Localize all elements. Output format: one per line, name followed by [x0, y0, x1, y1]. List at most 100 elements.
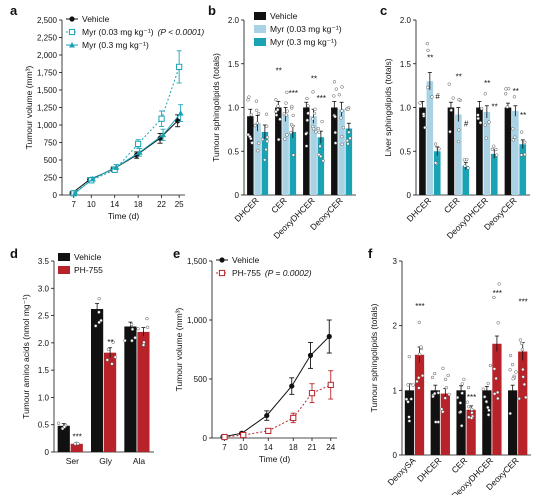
bar [310, 116, 317, 195]
data-point [160, 131, 167, 138]
data-point [518, 338, 523, 342]
legend-label: Myr (0.3 mg kg⁻¹) [82, 40, 149, 50]
significance-label: *** [467, 393, 476, 402]
category-label: CER [269, 195, 289, 215]
data-point [451, 96, 455, 100]
y-tick-label: 0 [393, 451, 398, 460]
data-point [523, 152, 527, 157]
data-point [465, 157, 469, 162]
x-tick-label: 14 [110, 200, 119, 209]
data-point [514, 370, 518, 374]
legend-swatch [254, 12, 266, 20]
bar [456, 390, 466, 455]
data-point [511, 127, 515, 131]
panel-label: e [173, 246, 180, 261]
bar [426, 81, 434, 195]
significance-label: # [464, 120, 469, 129]
bar [303, 107, 310, 195]
data-point [319, 154, 323, 159]
data-point [511, 138, 516, 142]
legend-label: Vehicle [74, 252, 102, 262]
data-point [460, 391, 464, 395]
data-point [409, 397, 413, 401]
data-point [484, 400, 489, 404]
bar [419, 107, 426, 195]
data-point [520, 341, 524, 346]
data-point [430, 95, 434, 99]
data-point [158, 115, 165, 122]
significance-label: ** [311, 74, 317, 83]
legend-swatch [58, 266, 70, 274]
data-point [470, 407, 474, 412]
panel-label: c [380, 3, 387, 18]
x-tick-label: 22 [157, 200, 166, 209]
bar [282, 114, 289, 195]
bar [124, 326, 137, 452]
y-tick-label: 1.5 [228, 60, 240, 69]
data-point [332, 94, 336, 98]
bar [137, 331, 150, 452]
data-point [340, 109, 344, 113]
y-axis-label: Tumour volume (mm³) [24, 65, 34, 149]
bar [512, 111, 519, 195]
data-point [419, 345, 423, 349]
data-point [506, 87, 511, 91]
data-point [276, 108, 280, 112]
y-tick-label: 2 [393, 322, 398, 331]
data-point [443, 377, 448, 382]
data-point [250, 141, 254, 145]
data-point [113, 355, 117, 359]
data-point [265, 427, 272, 435]
bar [455, 114, 462, 195]
legend-label: PH-755 [74, 265, 103, 275]
panel-b: b 0 0.5 1.0 1.5 2.0 Tumour sphingolipids (tota… [208, 3, 356, 241]
data-point [494, 376, 498, 381]
y-tick-label: 500 [44, 156, 58, 165]
data-point [417, 320, 422, 325]
data-point [487, 120, 491, 124]
legend-marker [219, 257, 225, 263]
data-point [265, 124, 269, 128]
data-point [334, 87, 338, 91]
bar [275, 107, 282, 195]
data-point [308, 390, 316, 397]
data-point [486, 405, 490, 410]
significance-label: *** [415, 302, 424, 311]
bar [104, 352, 117, 452]
bar [331, 107, 338, 195]
data-point [256, 111, 261, 116]
data-point [340, 85, 344, 89]
data-point [305, 96, 309, 101]
data-point [521, 367, 525, 372]
y-tick-label: 0 [235, 191, 240, 200]
data-point [337, 93, 341, 97]
data-point [260, 137, 265, 142]
y-tick-label: 1.0 [228, 104, 240, 113]
data-point [317, 130, 321, 134]
series-line-0 [222, 336, 330, 438]
data-point [306, 111, 310, 115]
y-tick-label: 0.5 [400, 147, 412, 156]
significance-label: # [435, 92, 440, 101]
y-tick-label: 0 [203, 434, 208, 443]
data-point [130, 339, 134, 343]
y-tick-label: 1,500 [187, 257, 208, 266]
panel-c: c 0 0.5 1.0 1.5 2.0 Liver sphingolipids (total… [380, 3, 530, 241]
bar [91, 309, 104, 452]
data-point [94, 324, 98, 328]
legend-label: Vehicle [82, 14, 110, 24]
data-point [264, 147, 268, 152]
data-point [285, 133, 289, 137]
data-point [431, 394, 435, 399]
data-point [99, 318, 103, 323]
data-point [129, 322, 134, 327]
data-point [492, 367, 497, 371]
data-point [407, 415, 411, 419]
y-tick-label: 1,000 [187, 316, 208, 325]
y-tick-label: 1.5 [400, 60, 412, 69]
panel-a: a 0 250 500 750 1,000 1,250 1,500 1,750 2,000 2,25… [10, 3, 204, 221]
data-point [447, 392, 451, 397]
bar [289, 132, 297, 195]
data-point [333, 114, 337, 119]
y-tick-label: 0 [407, 191, 412, 200]
